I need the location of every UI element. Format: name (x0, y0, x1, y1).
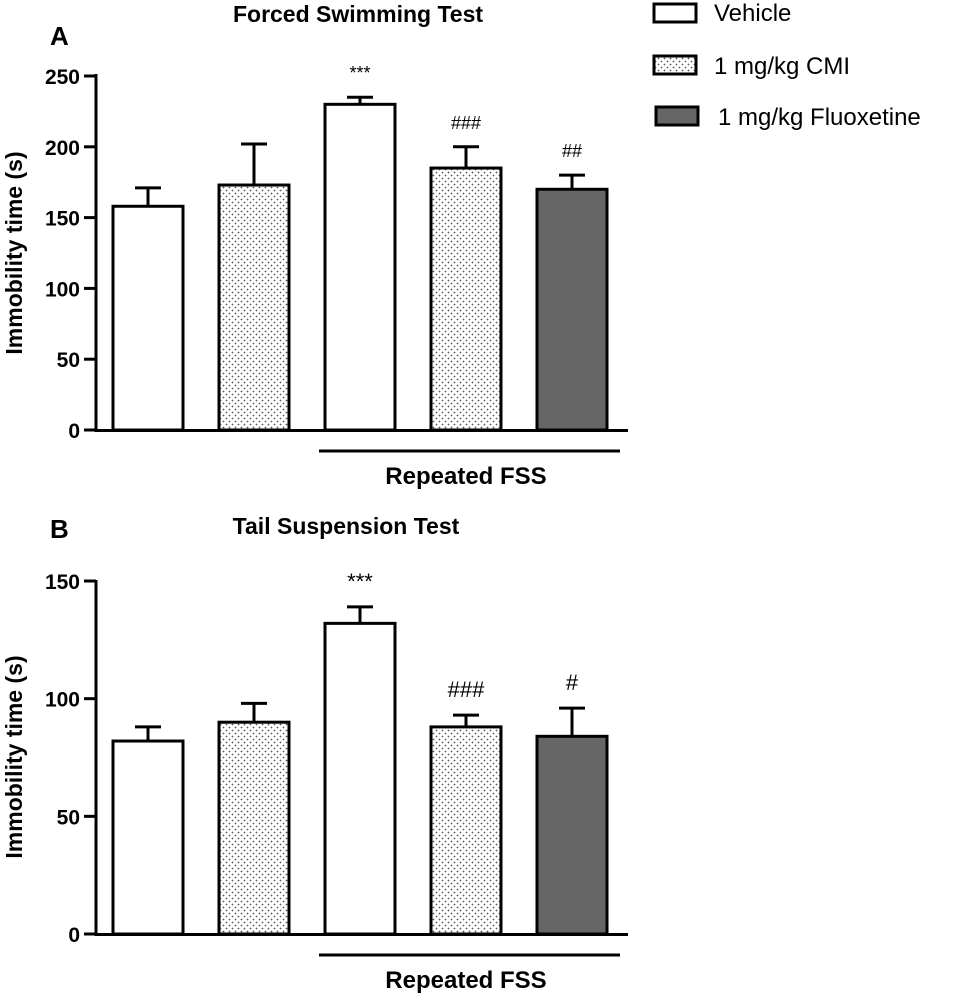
legend-item-cmi: 1 mg/kg CMI (652, 53, 850, 80)
panel-b-annotation-5: # (566, 670, 579, 695)
panel-a-ytick-label-150: 150 (45, 208, 80, 231)
panel-b-ytick-label-150: 150 (45, 571, 80, 594)
panel-b-bars: ***### # (111, 569, 609, 936)
panel-b-ytick-label-0: 0 (68, 924, 80, 947)
panel-b-bar-1 (111, 739, 185, 936)
panel-a-bar-2 (217, 183, 291, 432)
panel-a-bar-3 (323, 102, 397, 432)
panel-a-annotation-5: ## (562, 141, 582, 161)
panel-a-bar-5 (535, 187, 609, 432)
panel-a-ytick-label-0: 0 (68, 420, 80, 443)
panel-a-title: Forced Swimming Test (233, 1, 483, 27)
panel-a: A Forced Swimming Test Immobility time (… (1, 1, 628, 490)
panel-a-bar-4 (429, 166, 503, 432)
panel-a-ytick-label-100: 100 (45, 278, 80, 301)
panel-a-annotation-4: ### (451, 113, 481, 133)
panel-a-ytick-label-50: 50 (57, 349, 80, 372)
panel-b-ytick-label-50: 50 (57, 806, 80, 829)
panel-b-annotation-4: ### (448, 677, 485, 702)
legend-label-vehicle: Vehicle (714, 0, 791, 27)
panel-b-bar-5 (535, 734, 609, 936)
panel-b: B Tail Suspension Test Immobility time (… (1, 513, 628, 994)
panel-a-y-ticks: 0 50 100 150 200 250 (45, 66, 96, 443)
panel-a-label: A (50, 21, 69, 51)
panel-b-bar-4 (429, 725, 503, 936)
panel-b-y-axis-title: Immobility time (s) (1, 655, 27, 858)
legend: Vehicle 1 mg/kg CMI 1 mg/kg Fluoxetine (652, 0, 921, 131)
legend-swatch-fluoxetine (654, 105, 700, 127)
legend-item-vehicle: Vehicle (652, 0, 791, 27)
panel-b-y-ticks: 0 50 100 150 (45, 571, 96, 947)
legend-swatch-vehicle (652, 2, 698, 24)
panel-a-annotation-3: *** (349, 63, 370, 83)
panel-a-ytick-label-250: 250 (45, 66, 80, 89)
panel-b-annotation-3: *** (347, 569, 373, 594)
panel-b-group-label: Repeated FSS (385, 967, 546, 994)
panel-a-bars: ***##### (111, 63, 609, 432)
panel-b-bar-3 (323, 621, 397, 936)
panel-a-ytick-label-200: 200 (45, 137, 80, 160)
legend-label-cmi: 1 mg/kg CMI (714, 53, 850, 80)
panel-b-title: Tail Suspension Test (233, 513, 460, 539)
legend-item-fluoxetine: 1 mg/kg Fluoxetine (654, 104, 921, 131)
panel-b-ytick-label-100: 100 (45, 689, 80, 712)
panel-b-bar-2 (217, 720, 291, 936)
panel-a-y-axis-title: Immobility time (s) (1, 151, 27, 354)
panel-a-group-label: Repeated FSS (385, 463, 546, 490)
legend-swatch-cmi (652, 54, 698, 76)
legend-label-fluoxetine: 1 mg/kg Fluoxetine (718, 104, 921, 131)
panel-a-bar-1 (111, 204, 185, 432)
panel-b-label: B (50, 514, 69, 544)
